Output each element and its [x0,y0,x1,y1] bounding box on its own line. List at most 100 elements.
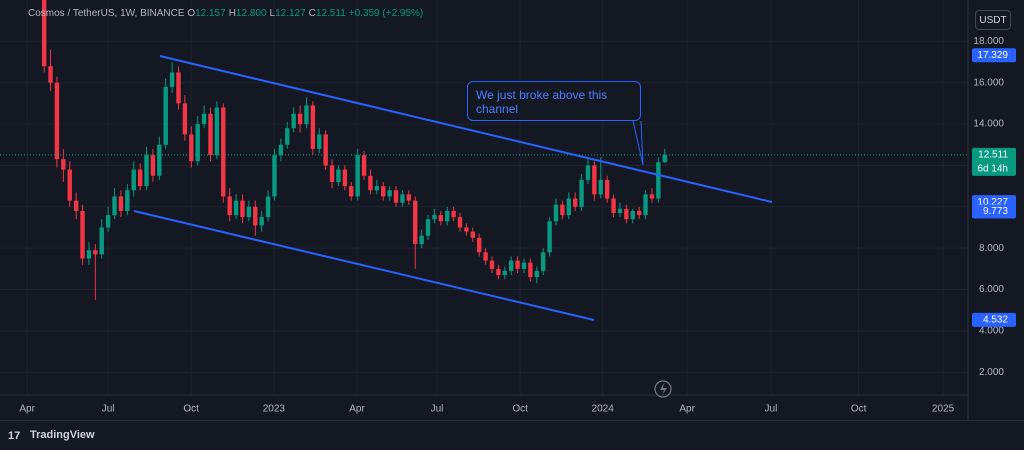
candle-body [278,144,284,156]
candle-body [285,128,290,145]
brand: TradingView [30,429,95,441]
lightning-icon[interactable] [654,380,672,398]
candle-body [189,134,194,162]
ohlc-label: C [308,8,316,19]
x-tick-label: Jul [765,404,778,415]
price-label: 4.532 [983,315,1008,326]
candle-body [118,196,124,211]
candle-body [176,72,181,104]
candle-body [233,200,239,216]
candle-body [93,250,98,255]
lower-channel-line [133,210,595,321]
candle-body [662,154,667,163]
candle-body [150,155,156,176]
background [0,0,1024,420]
candle-body [297,113,303,125]
candle-body [451,210,456,218]
candle-body [349,186,354,197]
y-tick-label: 8.000 [979,243,1004,254]
candle-body [483,252,488,261]
candle-body [125,190,130,211]
ohlc-value: 12.511 [315,8,346,19]
candle-body [643,194,648,216]
candle-body [464,227,469,232]
candle-body [611,198,616,214]
candle-body [137,169,143,187]
candle-body [304,105,309,125]
candle-body [387,190,392,197]
x-tick-label: Apr [349,404,365,415]
candle-body [540,252,546,271]
chart: 2.0004.0006.0008.00010.00012.00014.00016… [0,0,1024,420]
currency-button[interactable]: USDT [975,10,1011,30]
candle-body [393,190,399,203]
candle-body [182,103,188,135]
candle-body [61,159,66,170]
axes: 2.0004.0006.0008.00010.00012.00014.00016… [19,36,1016,415]
candle-body [477,237,482,253]
candle-body [336,169,341,182]
candle-body [329,165,335,182]
candle-body [413,200,418,245]
x-tick-label: Jul [431,404,444,415]
ohlc: O12.157 H12.800 L12.127 C12.511 [187,8,348,19]
candle-body [317,134,322,149]
candle-body [406,194,412,201]
ohlc-label: O [187,8,196,19]
candle-body [221,107,226,197]
candle-body [624,208,629,220]
candle-body [80,210,85,259]
candle-body [41,0,47,67]
x-tick-label: Apr [19,404,35,415]
candles [0,0,968,300]
price-label-bg [972,147,1016,176]
lightning-bolt [660,383,667,395]
candle-body [489,260,495,269]
candle-body [112,196,117,216]
price-label: 9.773 [983,206,1008,217]
price-label-bg [972,204,1016,219]
upper-channel-line [159,55,773,203]
x-tick-label: 2023 [263,404,286,415]
candle-body [355,155,360,197]
price-label: 12.511 [978,150,1008,161]
x-tick-label: Oct [851,404,867,415]
ohlc-value: 12.157 [195,8,226,19]
candle-body [259,217,264,226]
candle-body [547,221,552,253]
ohlc-value: 12.800 [235,8,267,19]
footer: 17 TradingView [0,420,1024,450]
candle-body [163,86,168,145]
candle-body [553,204,559,222]
candle-body [144,155,149,187]
candle-body [86,250,92,259]
x-tick-label: Apr [679,404,695,415]
candle-body [604,179,610,199]
candle-body [502,270,507,276]
ohlc-label: L [269,8,276,19]
candle-body [630,210,635,220]
candle-body [105,215,111,228]
candle-body [585,165,591,180]
candle-body [528,262,533,278]
candle-body [515,260,520,269]
candle-body [438,215,444,222]
candle-body [432,215,437,220]
y-tick-label: 14.000 [973,119,1004,130]
candle-body [323,134,328,166]
candle-body [521,262,527,269]
countdown: 6d 14h [977,164,1008,175]
candle-body [374,186,380,191]
candle-body [208,113,213,156]
candle-body [54,82,60,160]
candle-body [342,169,348,187]
candle-body [99,227,104,255]
price-label: 10.227 [977,197,1008,208]
candle-body [265,196,271,218]
candle-body [445,210,450,222]
y-tick-label: 2.000 [979,367,1004,378]
x-tick-label: 2025 [932,404,955,415]
y-tick-label: 6.000 [979,284,1004,295]
candle-body [457,217,463,228]
